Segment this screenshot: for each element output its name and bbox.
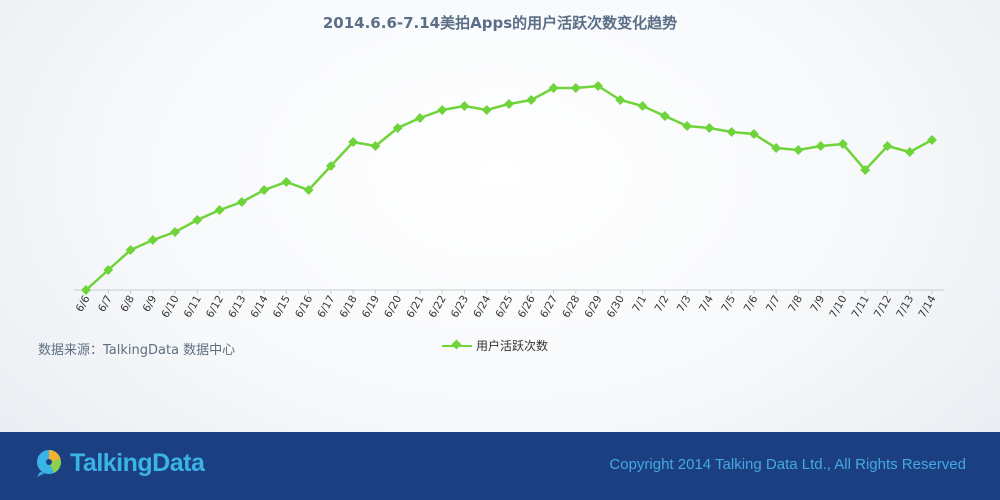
data-point — [593, 81, 604, 91]
x-tick-label: 6/19 — [360, 294, 382, 320]
x-tick-label: 6/6 — [74, 293, 93, 314]
x-tick-label: 7/10 — [827, 294, 849, 320]
data-point — [882, 141, 893, 151]
data-point — [548, 83, 559, 93]
data-point — [236, 197, 247, 207]
data-point — [682, 121, 693, 131]
data-point — [303, 185, 314, 195]
x-tick-label: 7/5 — [719, 294, 738, 315]
x-tick-labels: 6/6 6/7 6/8 6/9 6/10 6/11 6/12 6/13 6/14 6/15 6/16… — [74, 293, 939, 320]
x-tick-label: 6/29 — [582, 294, 604, 320]
data-point — [637, 101, 648, 111]
x-tick-label: 7/1 — [630, 294, 649, 315]
data-point — [526, 95, 537, 105]
x-tick-label: 7/9 — [808, 294, 827, 315]
data-point — [771, 143, 782, 153]
x-tick-label: 7/11 — [850, 294, 872, 320]
x-tick-label: 6/26 — [516, 293, 538, 320]
data-point — [370, 141, 381, 151]
x-tick-label: 6/22 — [427, 294, 449, 320]
x-tick-label: 7/13 — [894, 294, 916, 320]
x-tick-label: 7/4 — [697, 293, 716, 314]
data-point — [570, 83, 581, 93]
data-point — [437, 105, 448, 115]
data-point — [837, 139, 848, 149]
x-tick-label: 6/17 — [315, 294, 337, 320]
footer: TalkingData Copyright 2014 Talking Data … — [0, 432, 1000, 500]
data-point — [481, 105, 492, 115]
data-point — [860, 165, 871, 175]
data-point — [281, 177, 292, 187]
x-tick-label: 7/2 — [653, 294, 672, 315]
data-point — [704, 123, 715, 133]
x-tick-label: 7/3 — [675, 294, 694, 315]
x-tick-label: 6/12 — [204, 294, 226, 320]
x-tick-label: 6/7 — [96, 294, 115, 315]
x-ticks — [85, 290, 933, 294]
data-point — [214, 205, 225, 215]
legend-label: 用户活跃次数 — [476, 339, 549, 353]
x-tick-label: 7/14 — [916, 293, 938, 320]
data-point — [414, 113, 425, 123]
x-tick-label: 6/30 — [605, 294, 627, 320]
data-point — [325, 161, 336, 171]
data-point — [748, 129, 759, 139]
x-tick-label: 6/18 — [338, 294, 360, 320]
data-point — [348, 137, 359, 147]
data-point — [147, 235, 158, 245]
line-chart: 6/6 6/7 6/8 6/9 6/10 6/11 6/12 6/13 6/14 6/15 6/16… — [74, 81, 944, 320]
x-tick-label: 6/24 — [471, 293, 493, 320]
data-point — [793, 145, 804, 155]
chart-title: 2014.6.6-7.14美拍Apps的用户活跃次数变化趋势 — [322, 14, 678, 32]
x-tick-label: 7/8 — [786, 294, 805, 315]
series-markers — [81, 81, 937, 295]
x-tick-label: 6/23 — [449, 294, 471, 320]
x-tick-label: 6/13 — [226, 294, 248, 320]
x-tick-label: 6/15 — [271, 294, 293, 320]
data-point — [659, 111, 670, 121]
x-tick-label: 6/20 — [382, 294, 404, 320]
data-point — [170, 227, 181, 237]
legend-marker — [442, 344, 472, 347]
x-tick-label: 7/7 — [764, 294, 783, 315]
data-point — [815, 141, 826, 151]
x-tick-label: 6/10 — [159, 294, 181, 320]
x-tick-label: 6/16 — [293, 293, 315, 320]
x-tick-label: 6/21 — [404, 294, 426, 320]
logo-text: TalkingData — [70, 448, 205, 477]
x-tick-label: 6/9 — [141, 294, 160, 315]
data-point — [259, 185, 270, 195]
data-point — [459, 101, 470, 111]
data-point — [192, 215, 203, 225]
data-point — [615, 95, 626, 105]
x-tick-label: 7/12 — [872, 294, 894, 320]
copyright-text: Copyright 2014 Talking Data Ltd., All Ri… — [609, 456, 966, 473]
source-note: 数据来源：TalkingData 数据中心 — [38, 343, 236, 358]
x-tick-label: 6/25 — [493, 294, 515, 320]
data-point — [726, 127, 737, 137]
data-point — [927, 135, 937, 145]
x-tick-label: 6/11 — [182, 294, 204, 320]
x-tick-label: 7/6 — [742, 293, 761, 314]
series-line — [85, 84, 933, 291]
data-point — [904, 147, 915, 157]
x-tick-label: 6/27 — [538, 294, 560, 320]
talkingdata-logo-icon — [37, 450, 61, 477]
legend: 用户活跃次数 — [442, 337, 548, 354]
brand-logo: TalkingData — [34, 448, 205, 478]
x-tick-label: 6/14 — [249, 293, 271, 320]
x-tick-label: 6/8 — [118, 294, 137, 315]
data-point — [504, 99, 514, 109]
x-tick-label: 6/28 — [560, 294, 582, 320]
